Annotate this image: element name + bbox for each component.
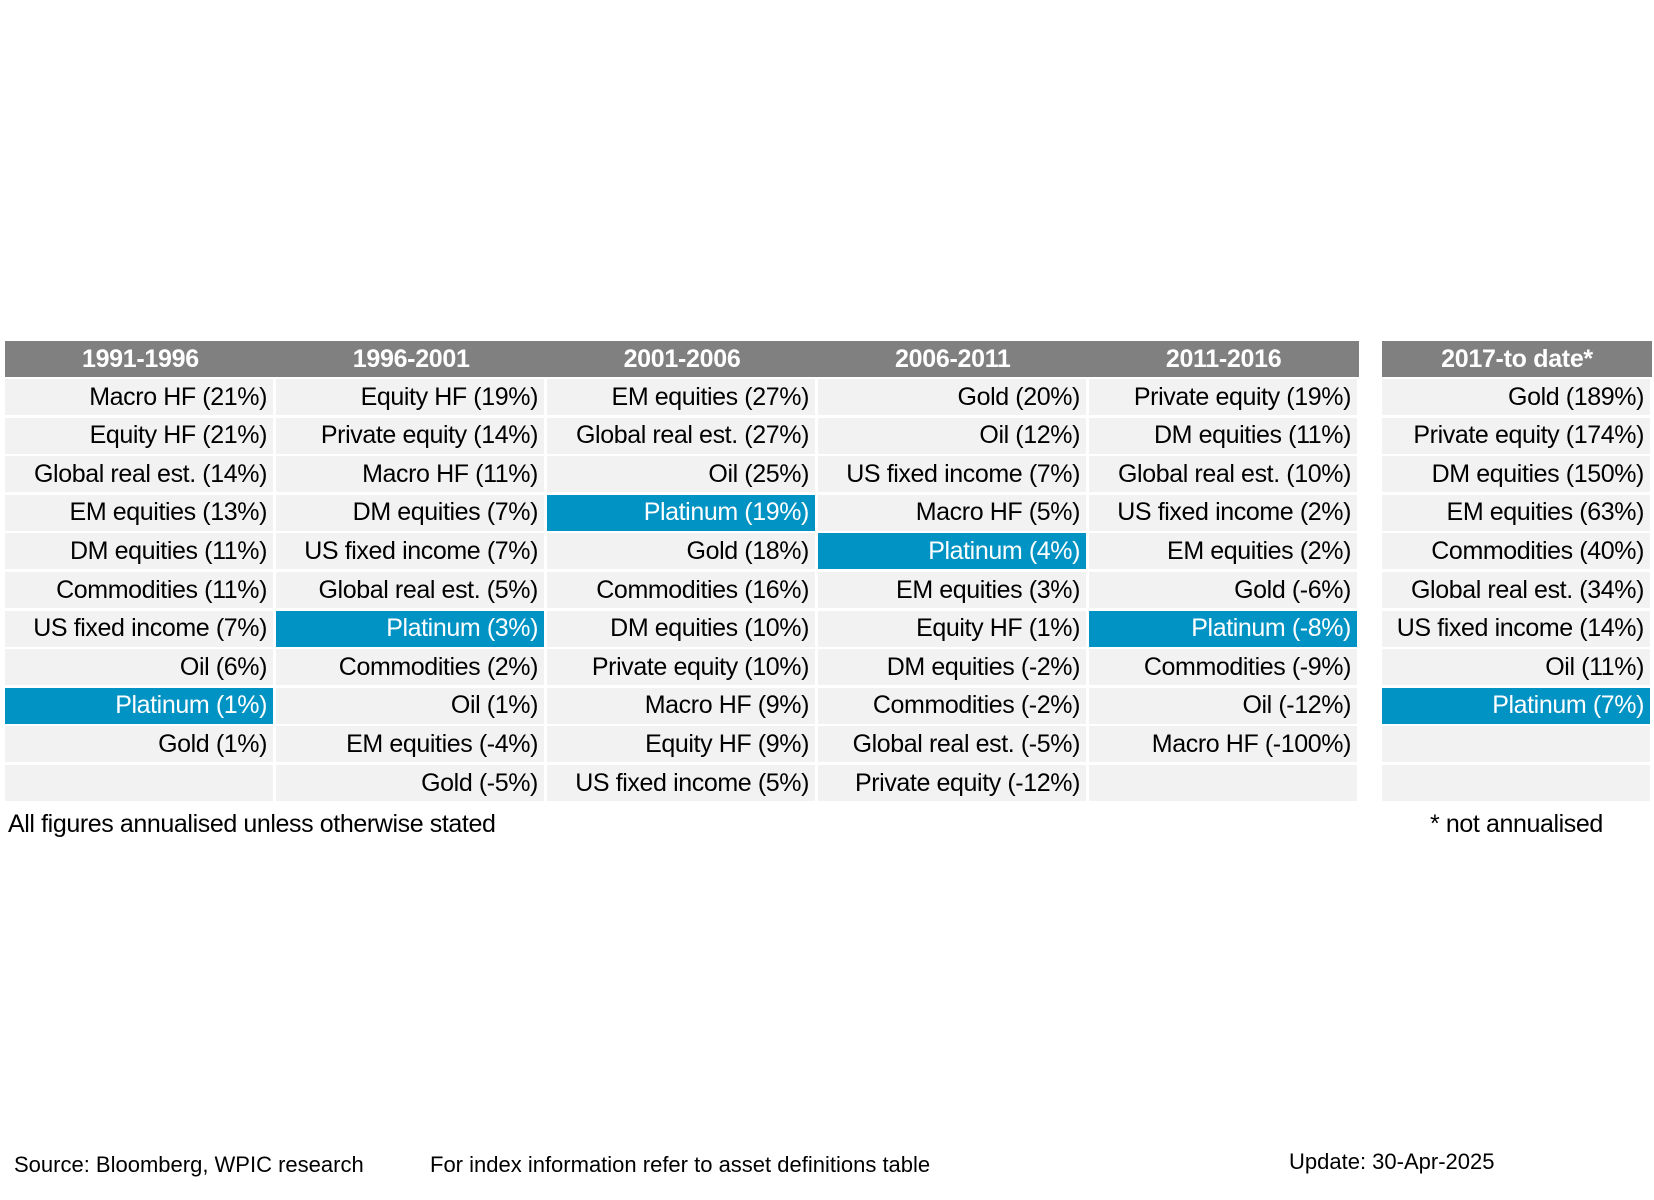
asset-return-cell: DM equities (-2%)	[818, 649, 1086, 686]
asset-return-cell: US fixed income (7%)	[5, 610, 273, 647]
asset-return-cell: Macro HF (9%)	[547, 687, 815, 724]
asset-return-cell: US fixed income (7%)	[818, 456, 1086, 493]
asset-return-cell: Gold (20%)	[818, 379, 1086, 415]
main-header-row: 1991-1996 1996-2001 2001-2006 2006-2011 2011…	[5, 341, 1359, 377]
asset-return-cell: Equity HF (21%)	[5, 417, 273, 454]
asset-return-cell: Equity HF (9%)	[547, 726, 815, 763]
platinum-highlight-cell: Platinum (1%)	[5, 687, 273, 724]
period-header: 2011-2016	[1165, 344, 1282, 373]
asset-return-cell: Oil (1%)	[276, 687, 544, 724]
asset-return-cell: Private equity (174%)	[1382, 417, 1650, 454]
side-period-table: 2017-to date* Gold (189%) Private equity …	[1382, 341, 1652, 801]
asset-return-cell: DM equities (11%)	[1089, 417, 1357, 454]
asset-return-cell: Private equity (14%)	[276, 417, 544, 454]
asset-return-cell	[1089, 765, 1357, 801]
side-header-row: 2017-to date*	[1382, 341, 1652, 377]
asset-return-cell: Commodities (-2%)	[818, 687, 1086, 724]
asset-return-cell: Macro HF (5%)	[818, 494, 1086, 531]
asset-return-cell: Oil (6%)	[5, 649, 273, 686]
platinum-highlight-cell: Platinum (19%)	[547, 494, 815, 531]
asset-return-cell	[1382, 765, 1650, 801]
asset-return-cell: Commodities (-9%)	[1089, 649, 1357, 686]
asset-return-cell: Oil (25%)	[547, 456, 815, 493]
asset-return-cell: Equity HF (1%)	[818, 610, 1086, 647]
period-header: 2017-to date*	[1441, 344, 1593, 373]
asset-return-cell: Global real est. (-5%)	[818, 726, 1086, 763]
asset-return-cell: DM equities (150%)	[1382, 456, 1650, 493]
asset-return-cell: Oil (12%)	[818, 417, 1086, 454]
source-note: Source: Bloomberg, WPIC research	[14, 1152, 364, 1177]
asset-return-cell: Macro HF (11%)	[276, 456, 544, 493]
asset-return-cell: Macro HF (-100%)	[1089, 726, 1357, 763]
asset-return-cell: Global real est. (27%)	[547, 417, 815, 454]
asset-return-cell: Commodities (2%)	[276, 649, 544, 686]
asset-return-cell: Gold (1%)	[5, 726, 273, 763]
asset-return-cell: Gold (18%)	[547, 533, 815, 570]
period-header: 1991-1996	[81, 344, 199, 373]
asset-return-cell: EM equities (-4%)	[276, 726, 544, 763]
asset-return-cell: US fixed income (7%)	[276, 533, 544, 570]
asset-return-cell: DM equities (7%)	[276, 494, 544, 531]
asset-return-cell: Gold (-6%)	[1089, 572, 1357, 608]
asset-return-cell: EM equities (3%)	[818, 572, 1086, 608]
asset-return-cell: Gold (-5%)	[276, 765, 544, 801]
asset-return-cell: US fixed income (5%)	[547, 765, 815, 801]
asset-return-cell: Equity HF (19%)	[276, 379, 544, 415]
index-info-note: For index information refer to asset def…	[430, 1152, 931, 1177]
asset-return-cell: Oil (-12%)	[1089, 687, 1357, 724]
asset-return-cell: Oil (11%)	[1382, 649, 1650, 686]
asset-return-cell	[5, 765, 273, 801]
asset-return-cell: Global real est. (10%)	[1089, 456, 1357, 493]
asset-return-cell: Private equity (10%)	[547, 649, 815, 686]
period-header: 2006-2011	[895, 344, 1011, 373]
asset-return-cell: Macro HF (21%)	[5, 379, 273, 415]
asset-return-cell: EM equities (13%)	[5, 494, 273, 531]
platinum-highlight-cell: Platinum (3%)	[276, 610, 544, 647]
asset-return-cell: Private equity (-12%)	[818, 765, 1086, 801]
asset-return-cell: Gold (189%)	[1382, 379, 1650, 415]
asset-return-cell	[1382, 726, 1650, 763]
asset-return-cell: Private equity (19%)	[1089, 379, 1357, 415]
platinum-highlight-cell: Platinum (-8%)	[1089, 610, 1357, 647]
main-period-table: 1991-1996 1996-2001 2001-2006 2006-2011 2011…	[5, 341, 1359, 801]
asset-return-cell: EM equities (2%)	[1089, 533, 1357, 570]
platinum-highlight-cell: Platinum (7%)	[1382, 687, 1650, 724]
asset-return-cell: DM equities (11%)	[5, 533, 273, 570]
not-annualised-note: * not annualised	[1430, 810, 1603, 838]
asset-return-cell: Commodities (40%)	[1382, 533, 1650, 570]
asset-return-cell: US fixed income (14%)	[1382, 610, 1650, 647]
asset-return-cell: US fixed income (2%)	[1089, 494, 1357, 531]
platinum-highlight-cell: Platinum (4%)	[818, 533, 1086, 570]
annualised-note: All figures annualised unless otherwise …	[8, 810, 496, 838]
asset-return-cell: Commodities (16%)	[547, 572, 815, 608]
asset-return-cell: EM equities (27%)	[547, 379, 815, 415]
asset-return-cell: Global real est. (14%)	[5, 456, 273, 493]
asset-return-cell: Commodities (11%)	[5, 572, 273, 608]
asset-return-cell: DM equities (10%)	[547, 610, 815, 647]
period-header: 1996-2001	[352, 344, 470, 373]
period-header: 2001-2006	[623, 344, 741, 373]
asset-return-cell: EM equities (63%)	[1382, 494, 1650, 531]
asset-return-cell: Global real est. (5%)	[276, 572, 544, 608]
update-date: Update: 30-Apr-2025	[1289, 1149, 1495, 1174]
asset-return-cell: Global real est. (34%)	[1382, 572, 1650, 608]
